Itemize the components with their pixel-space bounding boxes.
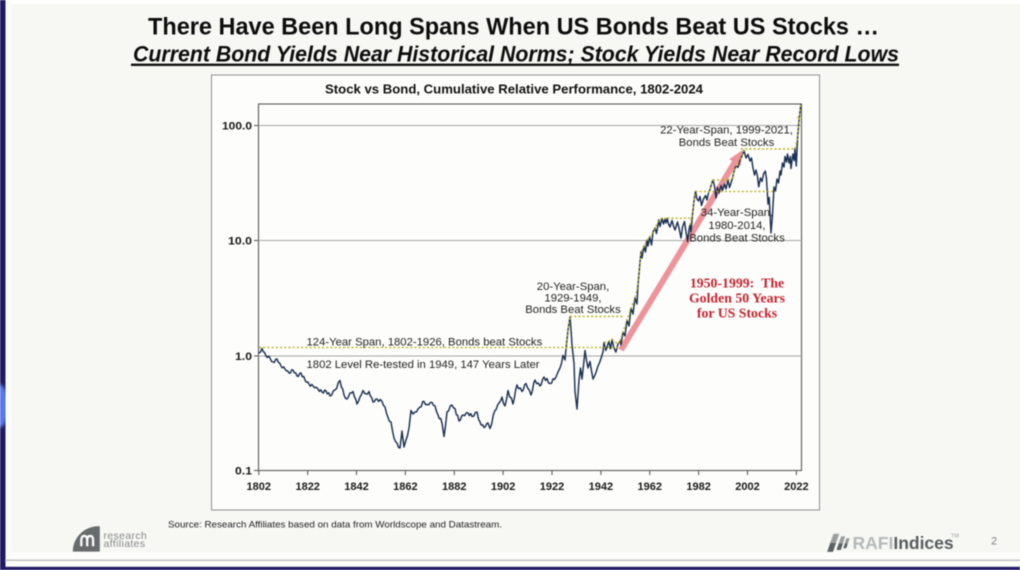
svg-text:34-Year-Span,: 34-Year-Span, (701, 207, 773, 219)
svg-text:10.0: 10.0 (228, 236, 252, 248)
svg-text:2002: 2002 (735, 481, 759, 493)
svg-text:research: research (104, 531, 148, 542)
svg-text:Source: Research Affiliates ba: Source: Research Affiliates based on dat… (168, 520, 502, 530)
svg-text:1942: 1942 (589, 481, 613, 493)
svg-text:1822: 1822 (295, 481, 319, 493)
svg-text:RAFIIndices: RAFIIndices (853, 533, 954, 553)
svg-text:1980-2014,: 1980-2014, (708, 220, 765, 232)
svg-text:1842: 1842 (344, 481, 368, 493)
svg-text:1882: 1882 (442, 481, 466, 493)
svg-text:Bonds Beat Stocks: Bonds Beat Stocks (689, 233, 785, 245)
svg-text:100.0: 100.0 (222, 121, 252, 133)
svg-text:1902: 1902 (491, 481, 515, 493)
svg-text:There Have Been Long Spans Whe: There Have Been Long Spans When US Bonds… (148, 14, 879, 41)
svg-text:Current Bond Yields Near Histo: Current Bond Yields Near Historical Norm… (133, 42, 899, 67)
svg-text:1802: 1802 (247, 481, 271, 493)
svg-text:1802 Level Re-tested in 1949,: 1802 Level Re-tested in 1949, 147 Years … (307, 359, 540, 371)
svg-text:2: 2 (991, 536, 997, 548)
svg-text:for US Stocks: for US Stocks (697, 306, 778, 321)
svg-text:1982: 1982 (686, 481, 710, 493)
svg-text:Golden 50 Years: Golden 50 Years (689, 291, 786, 306)
svg-text:2022: 2022 (784, 481, 808, 493)
svg-text:1950-1999: The: 1950-1999: The (690, 276, 784, 291)
svg-text:affiliates: affiliates (104, 539, 146, 550)
svg-text:1962: 1962 (638, 481, 662, 493)
svg-text:Bonds Beat Stocks: Bonds Beat Stocks (679, 137, 775, 149)
svg-text:20-Year-Span,: 20-Year-Span, (537, 281, 609, 293)
svg-text:22-Year-Span, 1999-2021,: 22-Year-Span, 1999-2021, (660, 125, 793, 137)
svg-text:Stock vs Bond, Cumulative Rela: Stock vs Bond, Cumulative Relative Perfo… (325, 82, 704, 97)
svg-text:124-Year Span, 1802-1926, Bond: 124-Year Span, 1802-1926, Bonds beat Sto… (307, 337, 543, 349)
svg-text:1862: 1862 (393, 481, 417, 493)
svg-text:1.0: 1.0 (235, 351, 252, 363)
svg-text:1929-1949,: 1929-1949, (544, 292, 601, 304)
svg-text:1922: 1922 (540, 481, 564, 493)
svg-text:0.1: 0.1 (235, 466, 252, 478)
svg-text:TM: TM (951, 534, 959, 540)
svg-text:Bonds Beat Stocks: Bonds Beat Stocks (525, 304, 621, 316)
